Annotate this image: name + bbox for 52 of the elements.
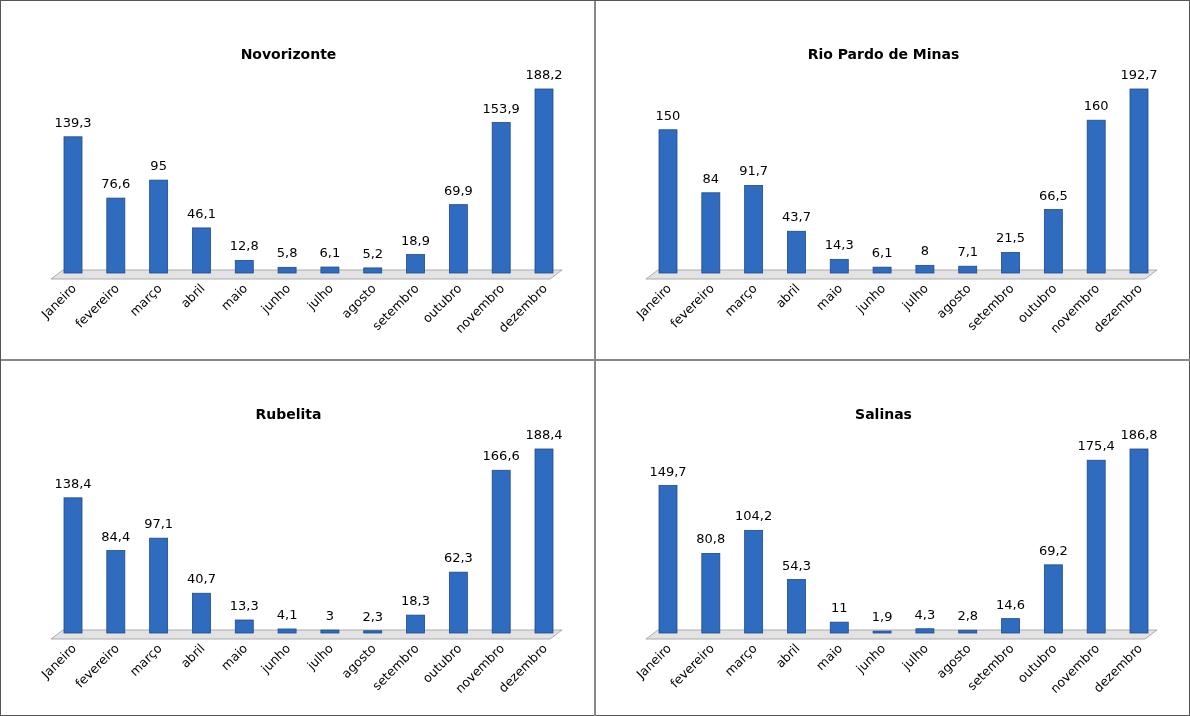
data-label: 97,1 <box>144 516 174 532</box>
data-label: 40,7 <box>186 571 216 587</box>
data-label: 18,9 <box>401 232 431 248</box>
data-label: 4,1 <box>276 607 298 622</box>
data-label: 104,2 <box>735 508 773 524</box>
data-label: 66,5 <box>1038 187 1068 203</box>
data-label: 76,6 <box>101 176 131 192</box>
data-label: 2,3 <box>362 608 384 624</box>
data-label: 1,9 <box>871 609 893 625</box>
data-label: 160 <box>1083 98 1109 114</box>
chart-title: Salinas <box>855 406 912 422</box>
data-label: 91,7 <box>739 163 769 179</box>
chart-title: Rubelita <box>255 406 322 422</box>
data-label: 5,2 <box>362 245 384 261</box>
chart-title: Novorizonte <box>240 46 337 62</box>
data-label: 69,9 <box>443 182 473 198</box>
data-label: 5,8 <box>276 245 298 261</box>
data-label: 54,3 <box>781 557 811 573</box>
data-label: 6,1 <box>871 245 893 261</box>
data-label: 149,7 <box>649 463 687 479</box>
data-label: 11 <box>831 600 848 616</box>
data-label: 18,3 <box>401 593 431 609</box>
data-label: 150 <box>655 107 681 123</box>
data-label: 7,1 <box>957 244 979 260</box>
data-label: 13,3 <box>229 598 259 614</box>
data-label: 80,8 <box>696 531 726 547</box>
data-label: 192,7 <box>1120 67 1158 82</box>
data-label: 175,4 <box>1077 438 1115 454</box>
data-label: 84 <box>702 170 720 186</box>
data-label: 3 <box>325 608 335 624</box>
data-label: 2,8 <box>957 608 979 624</box>
data-label: 84,4 <box>101 528 131 544</box>
data-label: 166,6 <box>482 448 520 464</box>
data-label: 4,3 <box>914 606 936 622</box>
data-label: 12,8 <box>229 238 259 254</box>
data-label: 14,6 <box>996 596 1026 612</box>
chart-title: Rio Pardo de Minas <box>807 46 960 62</box>
data-label: 62,3 <box>443 550 473 566</box>
data-label: 46,1 <box>186 205 216 221</box>
data-label: 186,8 <box>1120 427 1158 442</box>
data-label: 21,5 <box>996 230 1026 246</box>
data-label: 138,4 <box>54 475 92 491</box>
data-label: 139,3 <box>54 114 92 130</box>
data-label: 8 <box>920 243 930 259</box>
data-label: 6,1 <box>319 245 341 261</box>
data-label: 43,7 <box>781 209 811 225</box>
data-label: 14,3 <box>824 237 854 253</box>
data-label: 69,2 <box>1038 542 1068 558</box>
data-label: 188,4 <box>525 427 563 442</box>
data-label: 188,2 <box>525 67 563 82</box>
data-label: 153,9 <box>482 100 520 116</box>
data-label: 95 <box>150 158 167 174</box>
